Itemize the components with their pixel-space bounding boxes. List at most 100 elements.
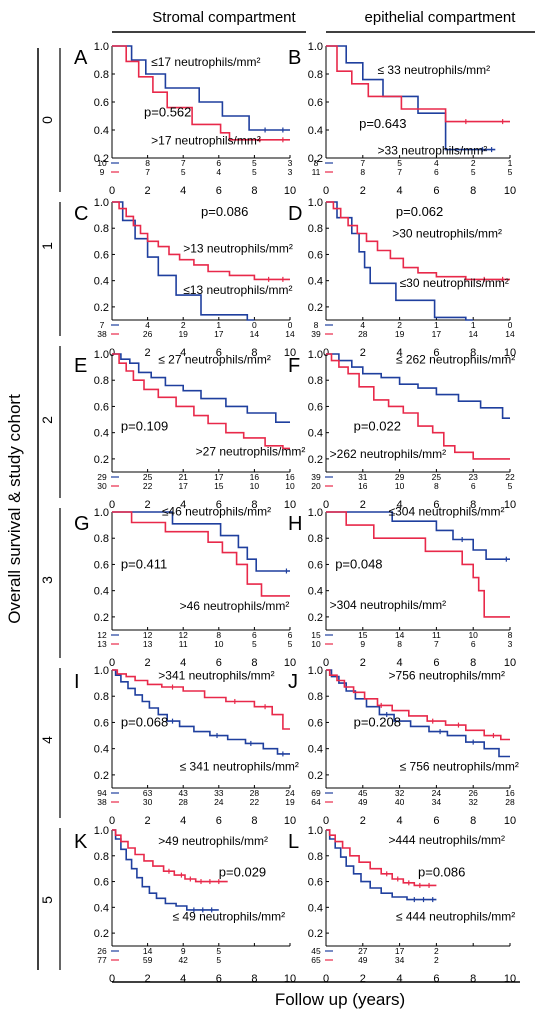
y-tick-label: 0.6 [94,559,109,571]
risk-count: 10 [214,639,224,649]
x-tick-label: 2 [360,499,366,511]
risk-count: 11 [179,639,188,649]
x-tick-label: 4 [180,815,186,827]
p-value: p=0.109 [121,419,168,434]
risk-count: 9 [100,167,105,177]
y-tick-label: 1.0 [94,41,109,53]
risk-count: 12 [178,630,188,640]
risk-count: 49 [358,955,368,965]
x-tick-label: 8 [470,185,476,197]
y-tick-label: 0.4 [308,744,323,756]
group-label: ≤ 756 neutrophils/mm² [400,759,519,773]
y-tick-label: 0.6 [308,717,323,729]
cohort-label-4: 4 [39,736,55,744]
y-tick-label: 0.2 [308,612,323,624]
risk-count: 10 [395,481,405,491]
risk-count: 14 [250,329,260,339]
risk-count: 45 [358,788,368,798]
risk-count: 10 [468,630,478,640]
series-line-blue [326,353,510,420]
risk-count: 22 [250,797,260,807]
group-label: ≤ 49 neutrophils/mm² [173,909,286,923]
x-tick-label: 6 [433,973,439,985]
group-label: ≤ 27 neutrophils/mm² [158,352,271,366]
group-label: >756 neutrophils/mm² [389,668,505,682]
risk-count: 19 [285,797,295,807]
x-tick-label: 10 [504,499,516,511]
risk-count: 8 [314,158,319,168]
risk-count: 31 [358,472,368,482]
risk-count: 2 [471,158,476,168]
x-tick-label: 4 [397,185,403,197]
series-line-blue [112,669,290,755]
x-tick-label: 10 [504,973,516,985]
risk-count: 9 [360,639,365,649]
series-line-red [326,201,510,281]
risk-count: 24 [432,788,442,798]
y-tick-label: 0.2 [94,454,109,466]
risk-count: 6 [216,158,221,168]
risk-count: 8 [508,630,513,640]
risk-count: 6 [288,630,293,640]
risk-count: 4 [434,158,439,168]
y-tick-label: 0.6 [94,97,109,109]
risk-count: 5 [397,158,402,168]
risk-count: 6 [471,481,476,491]
series-line-blue [326,201,474,321]
y-tick-label: 0.8 [308,223,323,235]
group-label: ≤ 262 neutrophils/mm² [396,352,515,366]
x-tick-label: 8 [251,347,257,359]
y-tick-label: 0.4 [94,744,109,756]
panel-i: I 1.00.80.60.40.20 2 4 6 8 10p=0.068>341 neutr… [74,665,299,827]
x-tick-label: 2 [145,973,151,985]
risk-count: 1 [216,320,221,330]
risk-count: 7 [360,158,365,168]
group-label: ≤304 neutrophils/mm² [389,505,505,519]
risk-count: 15 [311,630,321,640]
row-axis-label: Overall survival & study cohort [5,394,24,624]
series-line-red [326,511,510,618]
risk-count: 39 [311,472,321,482]
risk-count: 12 [143,630,153,640]
panel-h: H 1.0 0.8 0.6 0.4 0.2 0 2 4 6 8 10 p=0.048 ≤304 neutr… [288,505,516,669]
y-tick-label: 0.4 [308,586,323,598]
risk-count: 26 [468,788,478,798]
x-tick-label: 8 [470,499,476,511]
x-tick-label: 6 [433,347,439,359]
x-tick-label: 2 [145,185,151,197]
series-line-red [112,829,228,883]
x-tick-label: 6 [216,815,222,827]
x-tick-label: 0 [323,973,329,985]
y-tick-label: 0.6 [308,97,323,109]
risk-count: 25 [432,472,442,482]
x-tick-label: 6 [433,657,439,669]
x-tick-label: 4 [397,499,403,511]
risk-count: 26 [143,329,153,339]
risk-count: 5 [181,167,186,177]
p-value: p=0.068 [121,715,168,730]
x-tick-label: 6 [433,185,439,197]
group-label: >49 neutrophils/mm² [158,834,268,848]
risk-count: 14 [285,329,295,339]
y-tick-label: 0.6 [308,249,323,261]
group-label: >27 neutrophils/mm² [196,444,306,458]
y-tick-label: 0.8 [308,691,323,703]
group-label: ≤17 neutrophils/mm² [151,55,260,69]
risk-count: 11 [432,630,441,640]
risk-count: 30 [97,481,107,491]
panel-e: E 1.0 0.8 0.6 0.4 0.2 0 2 4 6 8 10 p=0.109 ≤ 27 neutr… [74,349,305,511]
cohort-labels: 0 1 2 3 4 5 [39,116,55,904]
risk-count: 8 [360,167,365,177]
x-tick-label: 6 [216,973,222,985]
risk-count: 17 [432,329,442,339]
y-tick-label: 1.0 [308,825,323,837]
risk-count: 8 [397,639,402,649]
y-tick-label: 1.0 [308,507,323,519]
series-line-red [326,669,510,741]
y-tick-label: 1.0 [94,825,109,837]
x-tick-label: 6 [433,815,439,827]
x-tick-label: 10 [284,499,296,511]
cohort-label-1: 1 [39,242,55,250]
y-tick-label: 1.0 [308,41,323,53]
